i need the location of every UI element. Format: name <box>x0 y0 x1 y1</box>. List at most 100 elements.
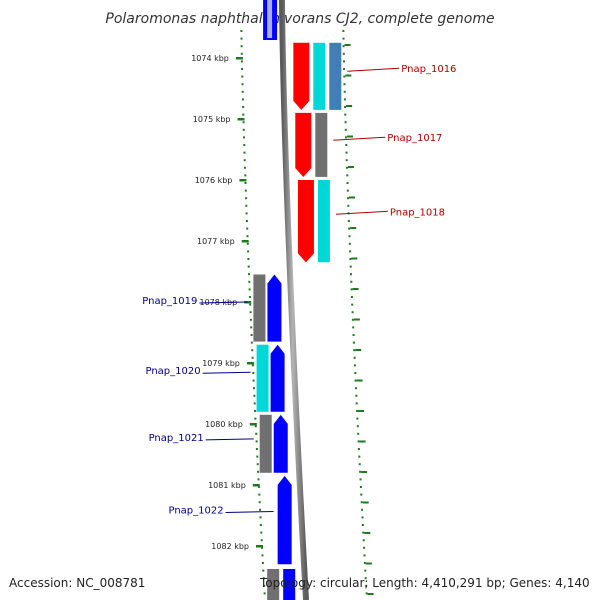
scale-dot <box>361 524 364 526</box>
scale-dot <box>352 334 355 336</box>
scale-dot <box>254 410 257 412</box>
scale-dot <box>248 296 251 298</box>
scale-dot <box>261 546 264 549</box>
scale-dot <box>241 68 244 70</box>
scale-tick-minor <box>364 532 371 534</box>
scale-dot <box>260 531 263 534</box>
scale-dot <box>352 326 355 329</box>
scale-dot <box>351 303 354 306</box>
scale-dot <box>246 235 249 238</box>
scale-dot <box>347 197 350 200</box>
gene-label[interactable]: Pnap_1018 <box>390 207 445 218</box>
gene-feature-bar <box>329 42 342 110</box>
scale-dot <box>252 372 255 374</box>
scale-dot <box>241 98 244 101</box>
gene-feature-arrow <box>273 414 288 473</box>
scale-dot <box>350 280 353 283</box>
scale-dot <box>241 83 244 86</box>
gene-label-leader <box>347 67 400 72</box>
scale-dot <box>344 106 347 108</box>
accession-text: Accession: NC_008781 <box>9 576 146 590</box>
scale-dot <box>253 394 256 397</box>
scale-dot <box>262 569 265 572</box>
scale-dot <box>255 448 258 450</box>
scale-dot <box>349 265 352 268</box>
scale-dot <box>255 432 258 435</box>
scale-dot <box>344 121 347 124</box>
scale-dot <box>347 220 350 222</box>
scale-dot <box>345 144 348 146</box>
scale-dot <box>259 524 262 526</box>
scale-tick-minor <box>344 44 351 46</box>
scale-tick-minor <box>348 166 354 168</box>
scale-tick-minor <box>351 257 358 260</box>
scale-tick-minor <box>353 318 360 321</box>
scale-tick-minor <box>365 562 372 565</box>
scale-dot <box>250 326 253 329</box>
gene-feature-arrow <box>297 180 314 263</box>
scale-dot <box>245 197 248 200</box>
scale-dot <box>350 273 352 276</box>
scale-dot <box>345 136 347 139</box>
gene-feature-bar <box>256 344 269 412</box>
scale-dot <box>359 486 362 488</box>
scale-tick-major <box>252 484 260 487</box>
gene-label[interactable]: Pnap_1016 <box>401 64 456 75</box>
gene-label[interactable]: Pnap_1020 <box>145 366 200 377</box>
scale-dot <box>263 584 266 587</box>
scale-dot <box>348 242 351 245</box>
scale-dot <box>357 448 360 450</box>
scale-dot <box>253 402 256 405</box>
scale-dot <box>243 136 245 139</box>
scale-dot <box>349 258 352 260</box>
scale-tick-minor <box>355 349 362 351</box>
map-title: Polaromonas naphthalenivorans CJ2, compl… <box>105 11 494 27</box>
scale-dot <box>247 250 250 253</box>
scale-dot <box>246 242 249 245</box>
scale-tick-minor <box>349 196 355 199</box>
scale-tick-minor <box>345 74 352 77</box>
scale-dot <box>353 364 356 367</box>
scale-dot <box>352 341 355 344</box>
scale-dot <box>342 30 345 32</box>
scale-dot <box>343 68 346 70</box>
scale-dot <box>349 250 352 253</box>
scale-dot <box>248 280 251 283</box>
scale-dot <box>256 463 259 466</box>
scale-tick-minor <box>362 501 369 504</box>
scale-dot <box>258 493 261 496</box>
scale-dot <box>250 341 253 344</box>
scale-dot <box>355 387 357 390</box>
scale-dot <box>245 220 248 222</box>
gene-feature-bar <box>315 112 328 177</box>
scale-dot <box>346 166 348 169</box>
partial-gene-feature <box>283 569 296 600</box>
gene-label[interactable]: Pnap_1019 <box>142 296 197 307</box>
scale-dot <box>251 364 254 367</box>
scale-dot <box>357 440 360 443</box>
gene-label[interactable]: Pnap_1017 <box>387 133 442 144</box>
gene-label[interactable]: Pnap_1021 <box>149 433 204 444</box>
scale-dot <box>241 90 244 93</box>
scale-dot <box>361 508 364 511</box>
gene-feature-bar <box>259 414 272 473</box>
scale-dot <box>353 349 356 352</box>
scale-tick-label: 1079 kbp <box>202 359 240 368</box>
scale-tick-minor <box>347 135 353 138</box>
scale-dot <box>343 75 346 78</box>
scale-dot <box>243 144 246 146</box>
scale-dot <box>361 516 364 519</box>
scale-dot <box>364 577 367 580</box>
scale-dot <box>251 349 254 352</box>
gene-label[interactable]: Pnap_1022 <box>168 506 223 517</box>
gene-feature-arrow <box>295 112 312 177</box>
gene-labels: Pnap_1016 Pnap_1017 Pnap_1018 Pnap_1019 Pnap… <box>142 64 456 516</box>
scale-dot <box>346 182 349 184</box>
scale-dot <box>259 508 262 511</box>
scale-dot <box>255 440 258 443</box>
scale-dot <box>358 455 361 458</box>
gene-feature-arrow <box>270 344 285 412</box>
scale-dot <box>350 288 353 291</box>
